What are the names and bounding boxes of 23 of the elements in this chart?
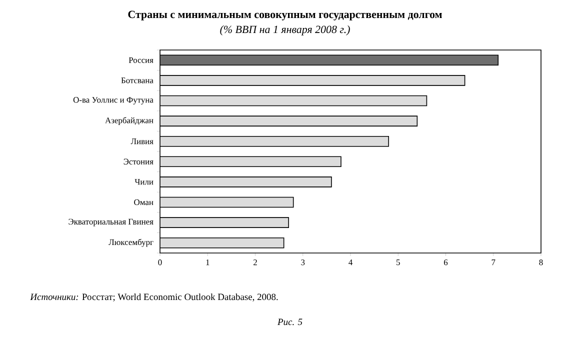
y-tick-label: Люксембург	[108, 238, 154, 247]
y-tick-label: Эстония	[124, 158, 154, 164]
x-tick-label: 2	[254, 260, 257, 266]
y-tick-label: Азербайджан	[105, 117, 154, 125]
y-tick-label: Ботсвана	[121, 78, 154, 84]
y-tick-label: Оман	[134, 199, 154, 206]
text: Источники: Росстат; World Economic Outlook Database, 2008.	[30, 293, 278, 302]
y-tick-label: Ливия	[130, 138, 154, 144]
text: Рис. 5	[277, 318, 302, 326]
x-tick-label: 4	[348, 260, 352, 266]
x-tick-label: 8	[539, 260, 543, 266]
chart-title: Страны с минимальным совокупным государственным долгом	[128, 10, 442, 20]
y-tick-label: Чили	[134, 179, 154, 185]
x-tick-label: 0	[158, 260, 162, 266]
x-tick-label: 6	[444, 260, 448, 266]
x-tick-label: 1	[206, 260, 210, 266]
x-tick-label: 3	[301, 260, 305, 266]
x-tick-label: 5	[396, 260, 400, 266]
y-tick-label: Экваториальная Гвинея	[68, 218, 154, 226]
y-tick-label: Россия	[128, 57, 154, 63]
y-tick-label: О-ва Уоллис и Футуна	[73, 97, 154, 104]
x-tick-label: 7	[492, 260, 496, 266]
chart-subtitle: (% ВВП на 1 января 2008 г.)	[220, 25, 350, 36]
